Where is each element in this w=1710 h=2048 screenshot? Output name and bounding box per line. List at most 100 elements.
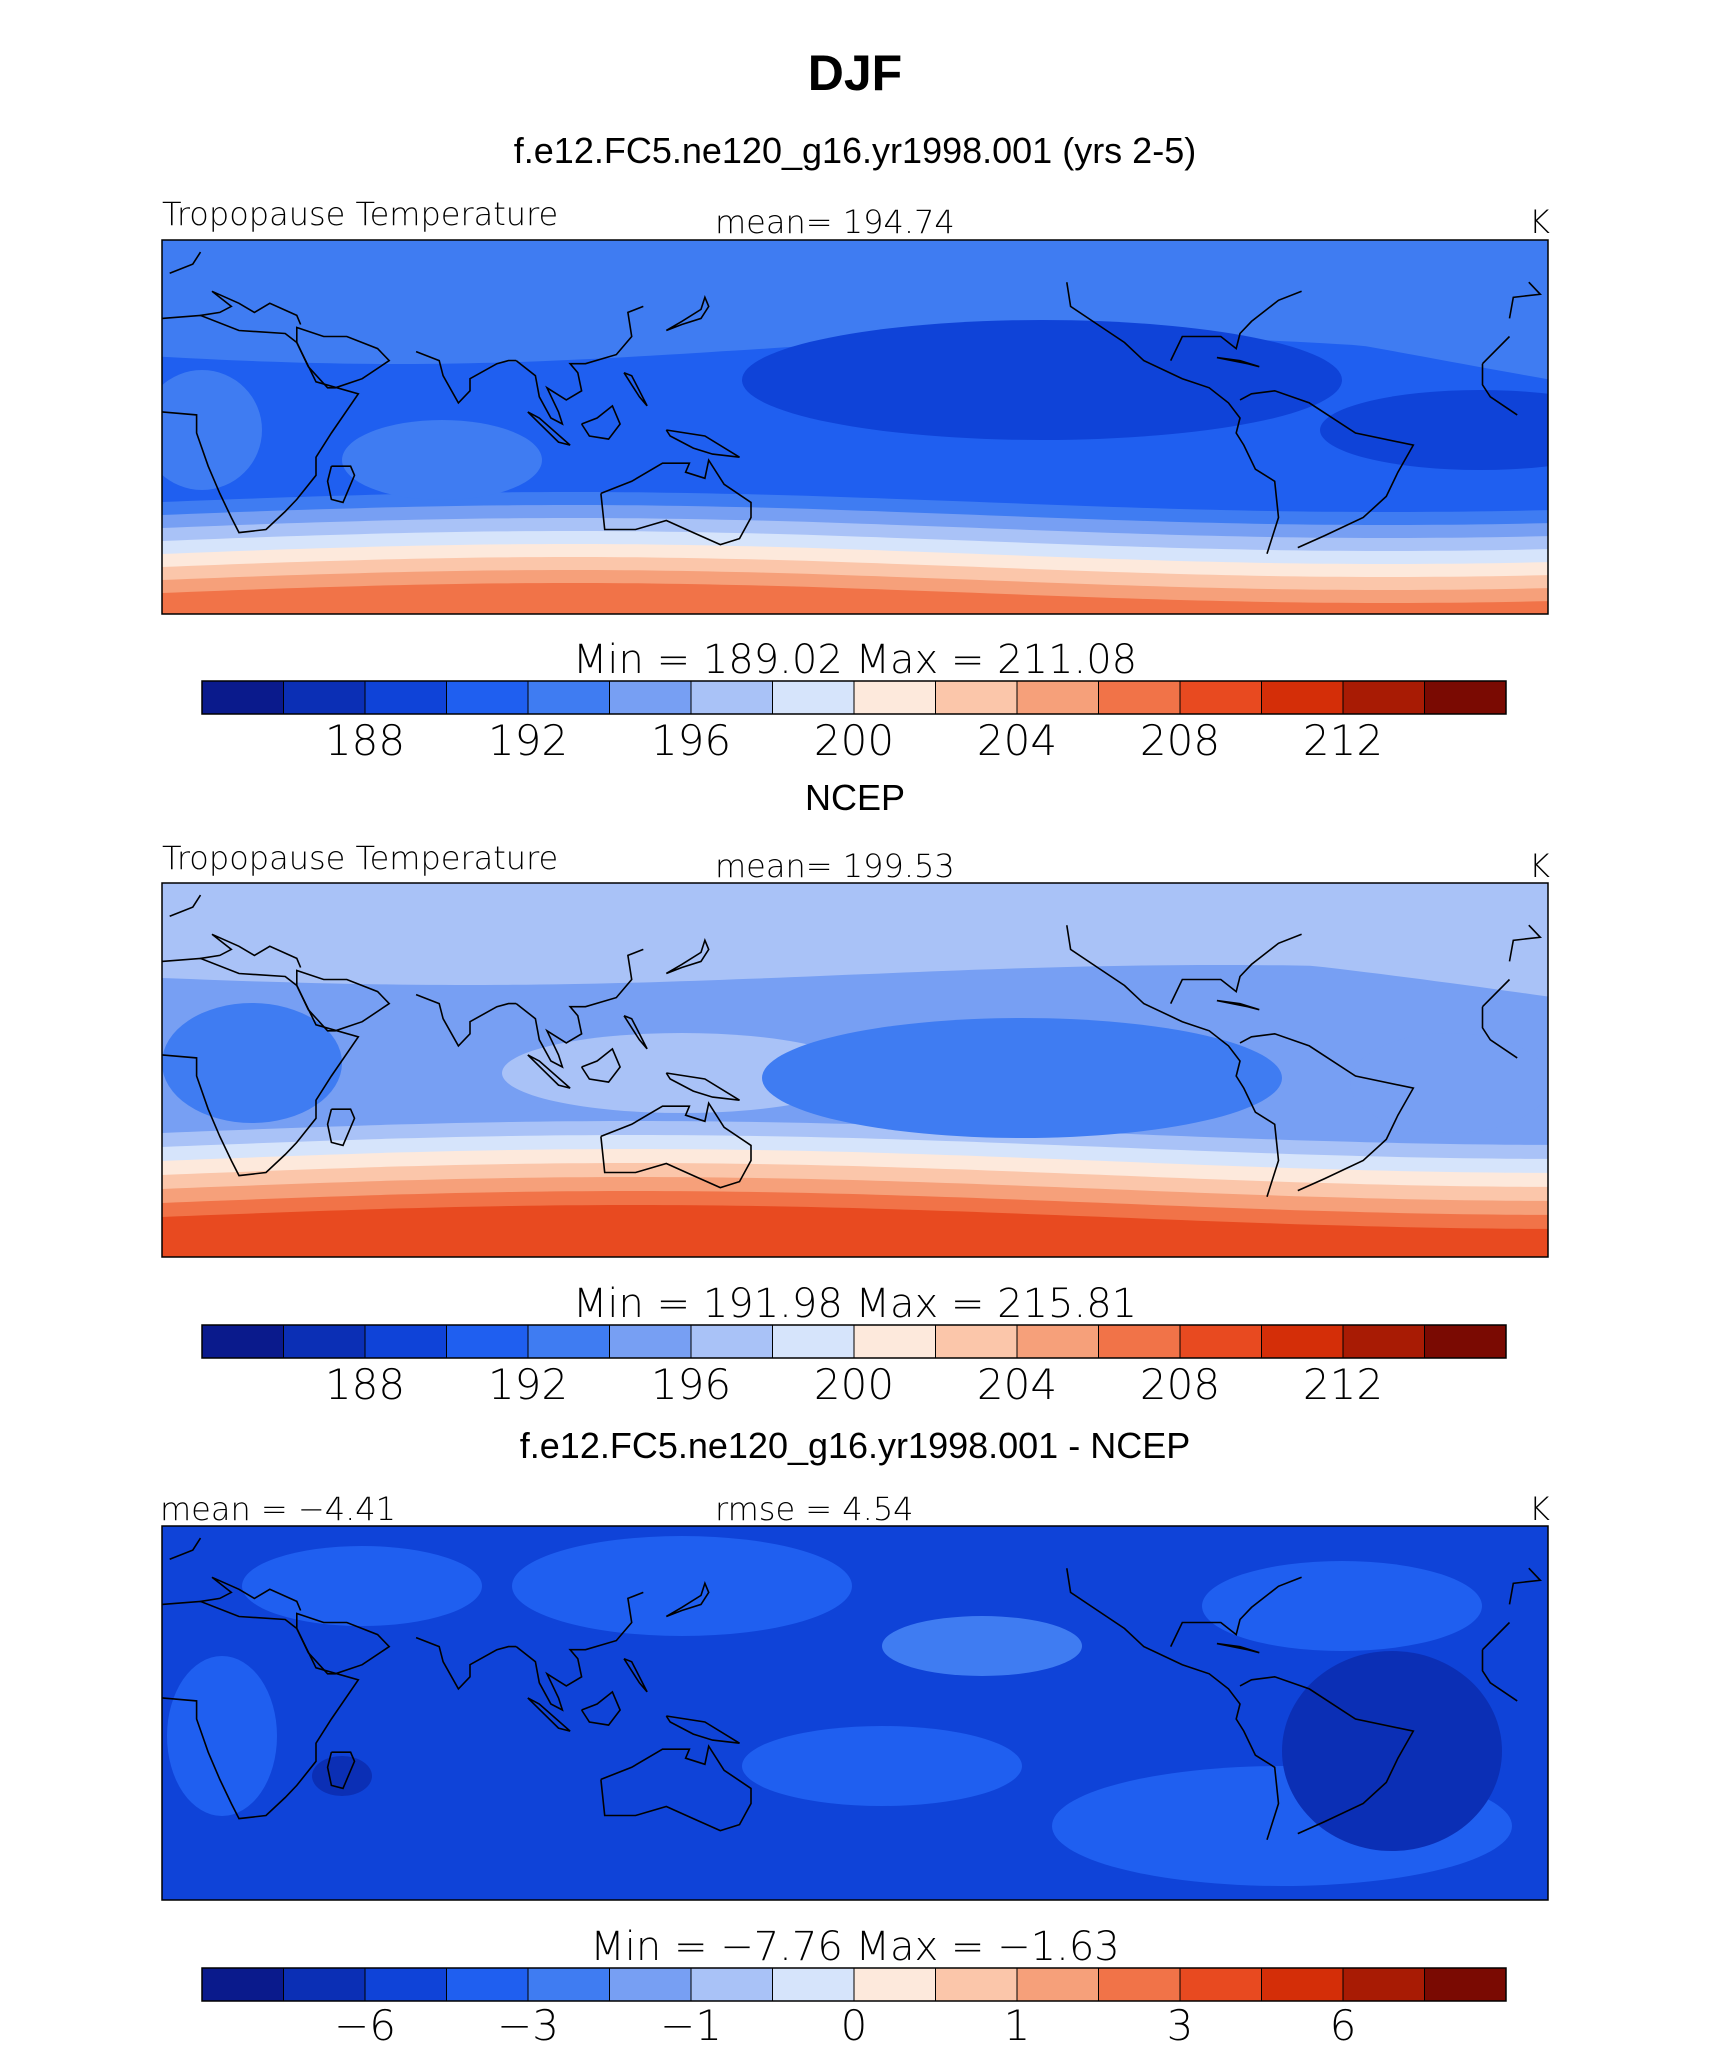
coastline	[665, 294, 710, 332]
colorbar-swatch	[283, 1967, 366, 2002]
map-border	[161, 239, 1549, 615]
colorbar-swatch	[853, 1324, 936, 1359]
colorbar-tick-label: 204	[977, 1360, 1057, 1409]
diff-patch	[512, 1536, 852, 1636]
colorbar-swatch	[1016, 1324, 1099, 1359]
panel-difference: f.e12.FC5.ne120_g16.yr1998.001 - NCEP me…	[160, 1425, 1550, 2048]
colorbar-swatch	[609, 680, 692, 715]
colorbar-swatch	[283, 1324, 366, 1359]
panel-heading: f.e12.FC5.ne120_g16.yr1998.001 (yrs 2-5)	[514, 130, 1196, 171]
diff-patch	[882, 1616, 1082, 1676]
coastline	[527, 411, 571, 446]
coastline	[1066, 1568, 1280, 1840]
coastline	[1066, 925, 1280, 1197]
stats-label: Min = 191.98 Max = 215.81	[573, 1281, 1137, 1327]
colorbar-swatch	[935, 680, 1018, 715]
colorbar-tick-label: 0	[841, 2001, 868, 2048]
colorbar-tick-label: 212	[1303, 1360, 1383, 1409]
coastline	[515, 948, 644, 1069]
colorbar-swatch	[446, 1324, 529, 1359]
colorbar-swatch	[201, 680, 284, 715]
colorbar-swatch	[690, 680, 773, 715]
coastline	[296, 969, 391, 1032]
colorbar-tick-label: −1	[660, 2001, 722, 2048]
colorbar-swatch	[364, 1967, 447, 2002]
panel-center-label: mean= 199.53	[715, 847, 955, 885]
panel-heading: NCEP	[805, 777, 905, 818]
warm-patch	[342, 420, 542, 500]
colorbar-swatch	[446, 1967, 529, 2002]
colorbar-tick-label: 208	[1140, 1360, 1220, 1409]
colorbar-swatch	[1179, 680, 1262, 715]
coastline	[162, 1600, 1518, 1820]
coastline	[515, 305, 644, 426]
panel-units-label: K	[1529, 1490, 1550, 1528]
coastline	[1169, 1576, 1302, 1647]
coastline	[326, 1108, 356, 1147]
cold-pool	[1320, 390, 1548, 470]
colorbar-tick-label: 208	[1140, 716, 1220, 765]
contour-band	[162, 583, 1548, 614]
coastline	[169, 894, 1542, 962]
colorbar	[201, 680, 1507, 715]
coastline	[527, 1697, 571, 1732]
coastline	[1066, 282, 1280, 554]
colorbar-swatch	[1179, 1324, 1262, 1359]
coastline	[415, 350, 517, 405]
colorbar-swatch	[935, 1967, 1018, 2002]
colorbar-swatch	[527, 1324, 610, 1359]
colorbar-swatch	[364, 680, 447, 715]
colorbar-swatch	[201, 1324, 284, 1359]
colorbar-swatch	[609, 1967, 692, 2002]
colorbar-swatch	[1342, 1967, 1425, 2002]
colorbar-swatch	[690, 1967, 773, 2002]
coastline	[665, 1072, 740, 1101]
colorbar-swatch	[527, 1967, 610, 2002]
contour-band	[162, 1205, 1548, 1257]
colorbar-swatch	[527, 680, 610, 715]
colorbar-swatch	[201, 1967, 284, 2002]
coastline	[169, 1537, 1542, 1605]
cold-pool	[1350, 1033, 1548, 1133]
map-frame	[161, 239, 1549, 615]
coastline	[296, 326, 391, 389]
colorbar-swatch	[1261, 1324, 1344, 1359]
colorbar-tick-label: −6	[334, 2001, 396, 2048]
colorbar-swatch	[772, 680, 855, 715]
coastline	[1216, 1642, 1260, 1654]
coastline	[515, 1591, 644, 1712]
warm-patch	[162, 370, 262, 490]
coastline	[1216, 356, 1260, 368]
coastline	[580, 1690, 622, 1726]
contour-field	[162, 883, 1548, 1257]
colorbar-tick-label: 196	[651, 716, 731, 765]
coastline	[623, 1014, 648, 1050]
coastline	[415, 1636, 517, 1691]
figure-title: DJF	[808, 45, 902, 101]
stats-label: Min = −7.76 Max = −1.63	[590, 1924, 1119, 1970]
colorbar-tick-label: 192	[488, 1360, 568, 1409]
colorbar-swatch	[1424, 1324, 1507, 1359]
coastline	[162, 314, 1518, 534]
coastline	[1239, 1032, 1415, 1192]
coastline	[200, 1576, 302, 1611]
map-border	[161, 1525, 1549, 1901]
coastline	[600, 1101, 752, 1189]
coastline	[1239, 1675, 1415, 1835]
coastline	[623, 1657, 648, 1693]
panel-left-label: Tropopause Temperature	[162, 195, 558, 233]
colorbar-swatch	[772, 1324, 855, 1359]
colorbar-swatch	[853, 1967, 936, 2002]
contour-field	[162, 1526, 1548, 1900]
colorbar-swatch	[1016, 1967, 1099, 2002]
panel-model: f.e12.FC5.ne120_g16.yr1998.001 (yrs 2-5)…	[161, 130, 1550, 765]
colorbar-tick-label: 200	[814, 716, 894, 765]
coastline	[665, 1715, 740, 1744]
diff-min-patch	[1282, 1651, 1502, 1851]
diff-patch	[242, 1546, 482, 1626]
colorbar-tick-label: 200	[814, 1360, 894, 1409]
cold-pool	[762, 1018, 1282, 1138]
panel-left-label: Tropopause Temperature	[162, 839, 558, 877]
diff-patch	[742, 1726, 1022, 1806]
colorbar-tick-label: 212	[1303, 716, 1383, 765]
